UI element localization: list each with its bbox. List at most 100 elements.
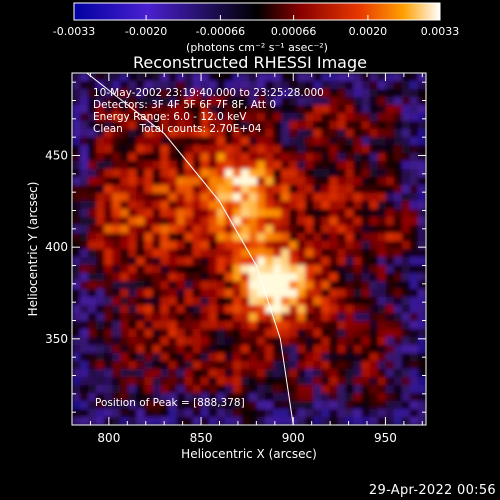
heatmap-cell — [128, 81, 137, 90]
heatmap-cell — [192, 345, 202, 354]
heatmap-cell — [72, 233, 81, 242]
heatmap-cell — [337, 185, 347, 194]
heatmap-cell — [184, 105, 194, 114]
heatmap-cell — [96, 289, 105, 298]
heatmap-cell — [337, 73, 347, 82]
heatmap-cell — [80, 393, 89, 402]
heatmap-cell — [128, 225, 137, 234]
heatmap-cell — [120, 377, 129, 386]
heatmap-cell — [144, 257, 154, 266]
heatmap-cell — [385, 209, 395, 218]
heatmap-cell — [120, 81, 129, 90]
heatmap-cell — [377, 233, 387, 242]
heatmap-cell — [265, 337, 274, 346]
heatmap-cell — [136, 81, 146, 90]
heatmap-cell — [409, 385, 419, 394]
heatmap-cell — [232, 105, 242, 114]
heatmap-cell — [136, 241, 146, 250]
heatmap-cell — [249, 393, 258, 402]
heatmap-cell — [96, 361, 105, 370]
heatmap-cell — [273, 201, 282, 210]
heatmap-cell — [273, 289, 282, 298]
heatmap-cell — [377, 257, 387, 266]
heatmap-cell — [337, 297, 347, 306]
x-tick-label: 850 — [190, 431, 213, 445]
heatmap-cell — [184, 409, 194, 418]
heatmap-cell — [152, 297, 162, 306]
heatmap-cell — [232, 329, 242, 338]
heatmap-cell — [216, 337, 226, 346]
heatmap-cell — [128, 353, 137, 362]
heatmap-cell — [168, 169, 178, 178]
heatmap-cell — [216, 81, 226, 90]
heatmap-cell — [257, 129, 266, 138]
heatmap-cell — [305, 313, 314, 322]
heatmap-cell — [297, 417, 306, 425]
heatmap-cell — [208, 361, 218, 370]
heatmap-cell — [257, 305, 266, 314]
heatmap-cell — [104, 241, 113, 250]
heatmap-cell — [353, 361, 363, 370]
heatmap-cell — [289, 281, 298, 290]
heatmap-cell — [337, 265, 347, 274]
heatmap-cell — [208, 369, 218, 378]
heatmap-cell — [96, 241, 105, 250]
heatmap-cell — [337, 409, 347, 418]
heatmap-cell — [345, 153, 355, 162]
heatmap-cell — [305, 329, 314, 338]
heatmap-cell — [112, 153, 121, 162]
heatmap-cell — [232, 225, 242, 234]
heatmap-cell — [353, 289, 363, 298]
heatmap-cell — [329, 201, 339, 210]
heatmap-cell — [297, 401, 306, 410]
heatmap-cell — [232, 161, 242, 170]
heatmap-cell — [289, 145, 298, 154]
heatmap-layer — [72, 73, 426, 425]
heatmap-cell — [265, 249, 274, 258]
heatmap-cell — [80, 161, 89, 170]
heatmap-cell — [313, 321, 323, 330]
heatmap-cell — [393, 225, 403, 234]
heatmap-cell — [224, 201, 234, 210]
heatmap-cell — [128, 321, 137, 330]
heatmap-cell — [265, 417, 274, 425]
heatmap-cell — [192, 417, 202, 425]
heatmap-cell — [208, 73, 218, 82]
heatmap-cell — [401, 73, 411, 82]
heatmap-cell — [409, 305, 419, 314]
heatmap-cell — [216, 209, 226, 218]
heatmap-cell — [297, 121, 306, 130]
heatmap-cell — [329, 313, 339, 322]
heatmap-cell — [176, 177, 186, 186]
heatmap-cell — [281, 169, 290, 178]
heatmap-cell — [305, 345, 314, 354]
heatmap-cell — [216, 137, 226, 146]
heatmap-cell — [80, 97, 89, 106]
heatmap-cell — [409, 89, 419, 98]
heatmap-cell — [321, 417, 331, 425]
heatmap-cell — [417, 73, 426, 82]
heatmap-cell — [88, 321, 97, 330]
heatmap-cell — [80, 73, 89, 82]
heatmap-cell — [265, 289, 274, 298]
heatmap-cell — [289, 369, 298, 378]
heatmap-cell — [249, 369, 258, 378]
heatmap-cell — [273, 257, 282, 266]
heatmap-cell — [361, 145, 371, 154]
heatmap-cell — [200, 129, 210, 138]
heatmap-cell — [176, 217, 186, 226]
heatmap-cell — [176, 153, 186, 162]
heatmap-cell — [72, 105, 81, 114]
heatmap-cell — [297, 225, 306, 234]
heatmap-cell — [216, 385, 226, 394]
heatmap-cell — [281, 153, 290, 162]
heatmap-cell — [417, 177, 426, 186]
heatmap-cell — [281, 129, 290, 138]
heatmap-cell — [297, 193, 306, 202]
heatmap-cell — [160, 129, 170, 138]
heatmap-cell — [144, 241, 154, 250]
heatmap-cell — [200, 153, 210, 162]
heatmap-cell — [297, 137, 306, 146]
heatmap-cell — [160, 305, 170, 314]
heatmap-cell — [249, 273, 258, 282]
